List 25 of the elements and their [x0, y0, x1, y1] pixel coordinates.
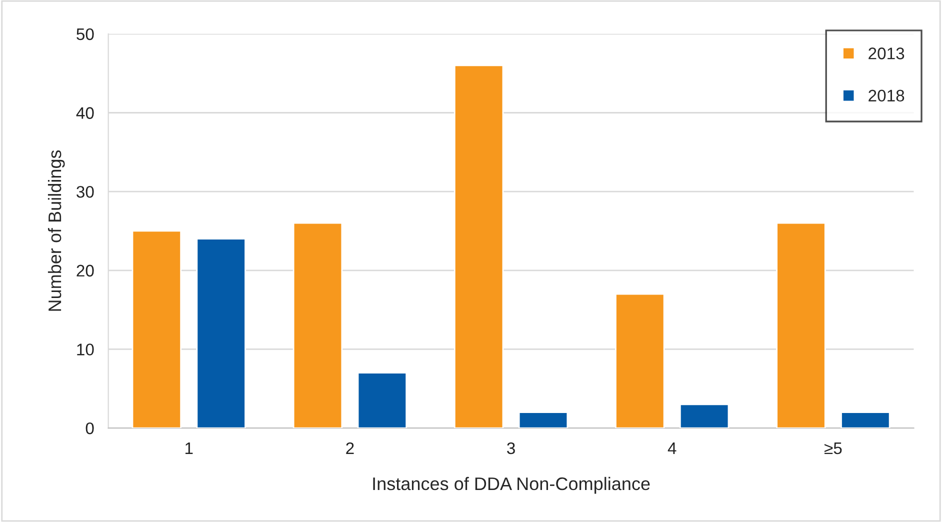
bar	[292, 222, 343, 428]
y-tick-label: 10	[77, 344, 94, 356]
x-tick-label: 1	[186, 442, 193, 454]
x-tick-label: 2	[346, 442, 354, 454]
bar	[840, 412, 890, 428]
bar	[679, 404, 730, 428]
y-tick-label: 30	[76, 186, 94, 198]
x-axis-title: Instances of DDA Non-Compliance	[373, 476, 650, 494]
bar	[518, 412, 568, 428]
y-tick-label: 0	[86, 422, 94, 434]
x-tick-label: 3	[507, 442, 515, 454]
y-tick-label: 40	[76, 107, 94, 119]
bar	[196, 238, 246, 428]
y-axis-title: Number of Buildings	[48, 150, 65, 311]
legend-label: 2018	[868, 90, 904, 102]
y-tick-label: 20	[76, 264, 94, 277]
bar	[454, 64, 504, 428]
bar	[132, 230, 182, 428]
legend-label: 2013	[868, 48, 904, 60]
bar	[776, 222, 826, 428]
x-tick-label: 4	[668, 442, 676, 454]
bar	[615, 293, 665, 428]
y-tick-label: 50	[76, 28, 94, 40]
x-tick-label: ≥5	[824, 442, 842, 454]
bar	[357, 372, 408, 428]
